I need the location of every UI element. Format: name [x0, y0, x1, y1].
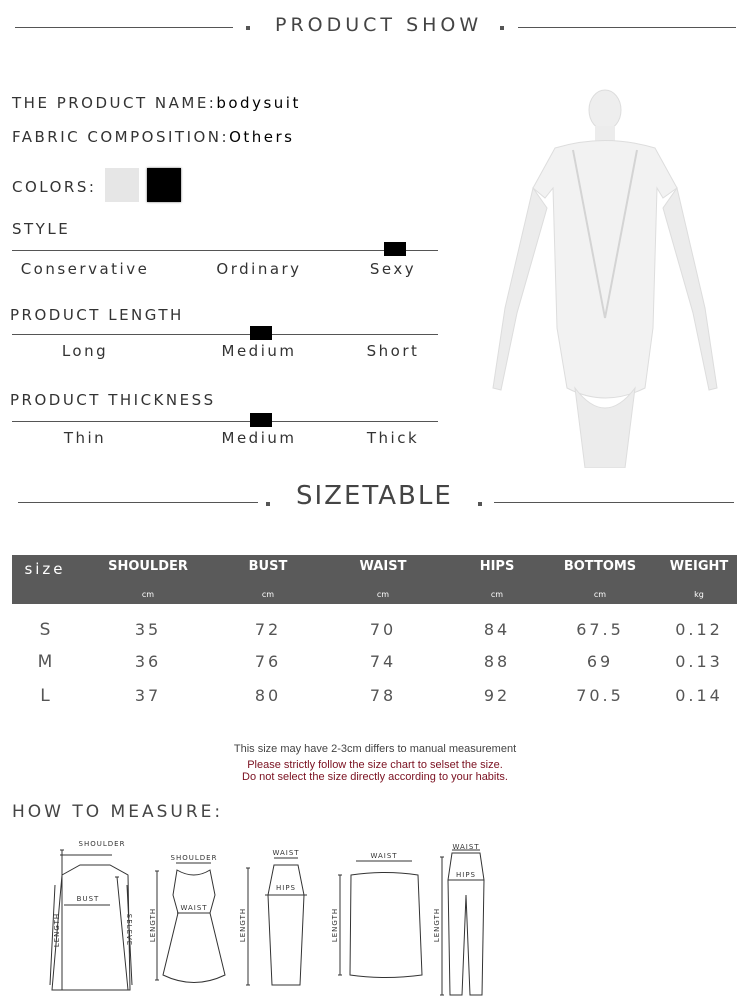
attribute-option: Thick: [366, 429, 420, 447]
table-cell: 67.5: [576, 620, 624, 639]
column-header: WAIST: [359, 559, 407, 574]
label-shoulder: SHOULDER: [171, 854, 218, 862]
attribute-title: PRODUCT LENGTH: [10, 306, 184, 324]
divider-dot: [500, 26, 504, 30]
colors-label: COLORS:: [12, 178, 97, 196]
column-unit: cm: [593, 590, 607, 599]
divider: [494, 502, 734, 503]
product-name-label: THE PRODUCT NAME:: [12, 94, 217, 112]
attribute-option: Long: [61, 342, 109, 360]
table-cell: S: [39, 620, 51, 640]
attribute-option: Medium: [221, 429, 297, 447]
jacket-diagram: [49, 849, 133, 991]
measure-illustrations: SHOULDER BUST LENGTH SELEVE SHOULDER WAI…: [49, 840, 485, 996]
table-cell: L: [40, 686, 50, 706]
divider-dot: [246, 26, 250, 30]
label-waist: WAIST: [452, 843, 479, 851]
table-cell: 69: [586, 652, 614, 671]
label-bust: BUST: [77, 895, 100, 903]
table-cell: 35: [134, 620, 162, 639]
fabric-composition: FABRIC COMPOSITION:Others: [12, 128, 294, 146]
attribute-slider-track: [12, 250, 438, 251]
label-waist: WAIST: [272, 849, 299, 857]
attribute-slider-marker: [250, 326, 272, 340]
color-swatch-black[interactable]: [147, 168, 181, 202]
table-cell: 0.12: [675, 620, 723, 639]
label-hips: HIPS: [456, 871, 476, 879]
label-shoulder: SHOULDER: [79, 840, 126, 848]
attribute-title: PRODUCT THICKNESS: [10, 391, 216, 409]
label-length: LENGTH: [53, 913, 61, 947]
label-hips: HIPS: [276, 884, 296, 892]
divider-dot: [266, 502, 270, 506]
table-cell: 78: [369, 686, 397, 705]
table-cell: 80: [254, 686, 282, 705]
attribute-option: Thin: [63, 429, 107, 447]
measure-labels: SHOULDER BUST LENGTH SELEVE SHOULDER WAI…: [53, 840, 479, 947]
label-length: LENGTH: [149, 908, 157, 942]
attribute-slider-track: [12, 421, 438, 422]
label-waist: WAIST: [370, 852, 397, 860]
table-cell: 0.13: [675, 652, 723, 671]
label-waist: WAIST: [180, 904, 207, 912]
label-length: LENGTH: [433, 908, 441, 942]
table-cell: 76: [254, 652, 282, 671]
size-warning-2: Do not select the size directly accordin…: [242, 771, 508, 783]
divider: [15, 27, 233, 28]
column-header: BUST: [248, 559, 288, 574]
product-image: [485, 88, 725, 469]
table-cell: 74: [369, 652, 397, 671]
product-name: THE PRODUCT NAME:bodysuit: [12, 94, 301, 112]
section-title-product-show: PRODUCT SHOW: [275, 14, 483, 36]
attribute-title: STYLE: [12, 220, 71, 238]
section-title-sizetable: SIZETABLE: [296, 481, 453, 511]
divider: [18, 502, 258, 503]
table-cell: 84: [483, 620, 511, 639]
table-cell: 37: [134, 686, 162, 705]
attribute-option: Ordinary: [216, 260, 302, 278]
column-unit: cm: [261, 590, 275, 599]
label-length: LENGTH: [239, 908, 247, 942]
attribute-slider-marker: [384, 242, 406, 256]
table-cell: 36: [134, 652, 162, 671]
fabric-value: Others: [229, 128, 295, 146]
divider: [518, 27, 736, 28]
label-sleeve: SELEVE: [125, 914, 133, 946]
color-swatch-white[interactable]: [105, 168, 139, 202]
attribute-option: Medium: [221, 342, 297, 360]
table-cell: 70.5: [576, 686, 624, 705]
table-cell: 92: [483, 686, 511, 705]
column-header: size: [24, 560, 66, 578]
size-warning-1: Please strictly follow the size chart to…: [247, 759, 503, 771]
attribute-option: Short: [366, 342, 420, 360]
table-cell: 70: [369, 620, 397, 639]
column-unit: cm: [490, 590, 504, 599]
table-cell: 88: [483, 652, 511, 671]
measurement-note: This size may have 2-3cm differs to manu…: [233, 743, 517, 755]
table-cell: 0.14: [675, 686, 723, 705]
column-header: SHOULDER: [108, 559, 188, 574]
table-cell: M: [37, 652, 53, 672]
table-cell: 72: [254, 620, 282, 639]
column-unit: kg: [694, 590, 704, 599]
size-table-header: size SHOULDER cm BUST cm WAIST cm HIPS cm BOTTOMS…: [12, 555, 737, 604]
attribute-slider-track: [12, 334, 438, 335]
column-header: HIPS: [479, 559, 515, 574]
column-header: BOTTOMS: [563, 559, 637, 574]
divider-dot: [478, 502, 482, 506]
column-unit: cm: [376, 590, 390, 599]
attribute-slider-marker: [250, 413, 272, 427]
column-unit: cm: [141, 590, 155, 599]
attribute-option: Conservative: [20, 260, 150, 278]
column-header: WEIGHT: [669, 559, 729, 574]
label-length: LENGTH: [331, 908, 339, 942]
attribute-option: Sexy: [369, 260, 417, 278]
product-name-value: bodysuit: [216, 94, 301, 112]
fabric-label: FABRIC COMPOSITION:: [12, 128, 230, 146]
section-title-how-to-measure: HOW TO MEASURE:: [12, 802, 224, 822]
